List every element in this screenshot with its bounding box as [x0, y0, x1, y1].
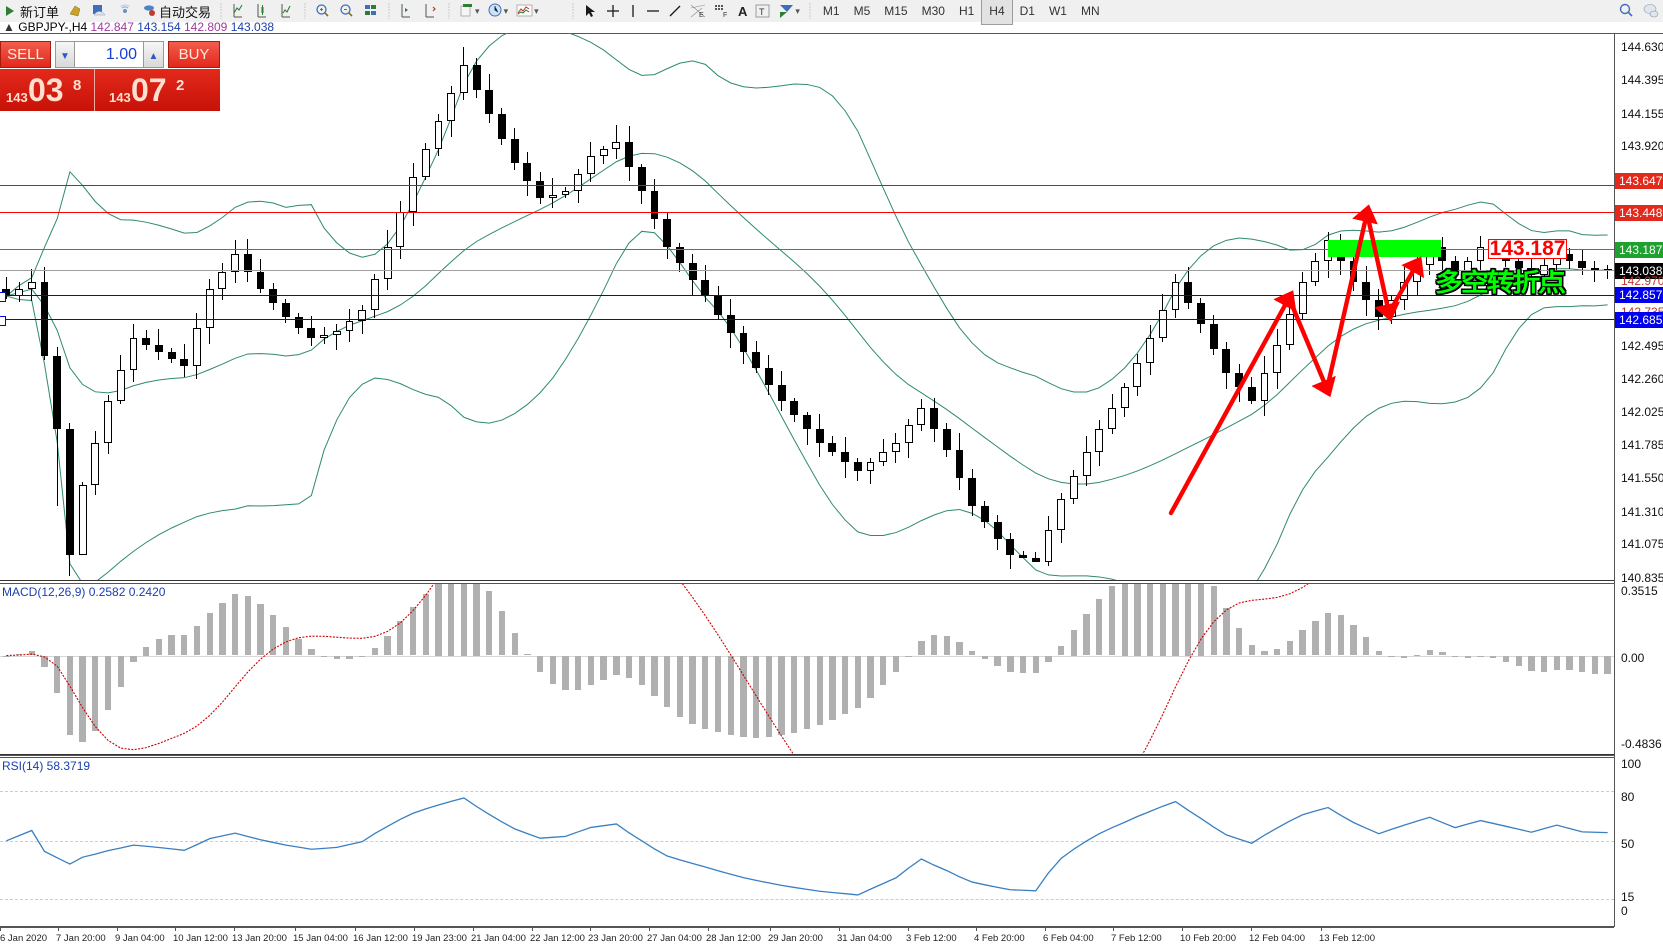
svg-text:T: T: [759, 7, 765, 17]
svg-text:E: E: [699, 12, 704, 18]
svg-text:F: F: [723, 12, 727, 18]
